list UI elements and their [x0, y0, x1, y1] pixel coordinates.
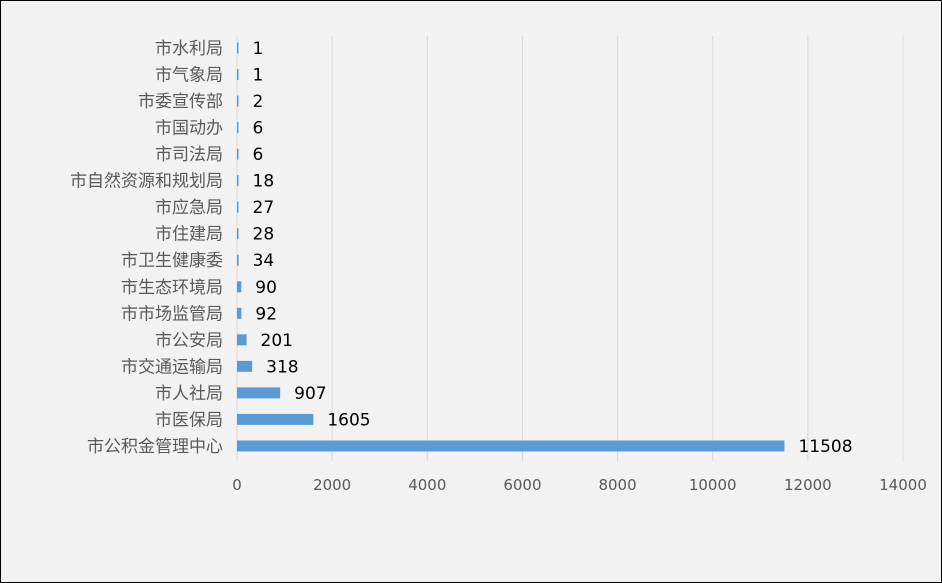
- x-tick-label: 0: [232, 476, 242, 494]
- category-label: 市水利局: [155, 39, 223, 59]
- data-label: 201: [261, 331, 293, 351]
- bar: [237, 334, 247, 346]
- category-label: 市公积金管理中心: [87, 437, 223, 457]
- grid-layer: [236, 36, 904, 461]
- category-label: 市住建局: [155, 225, 223, 245]
- data-label: 34: [253, 251, 275, 271]
- x-tick-label: 6000: [503, 476, 541, 494]
- data-label: 907: [294, 384, 326, 404]
- data-label: 1605: [327, 410, 370, 430]
- category-label: 市生态环境局: [121, 278, 223, 298]
- bar: [237, 201, 239, 213]
- bar: [237, 69, 239, 81]
- bar: [237, 254, 239, 266]
- category-label: 市医保局: [155, 410, 223, 430]
- category-label: 市市场监管局: [121, 304, 223, 324]
- bar: [237, 42, 239, 54]
- label-layer: 0 2000 4000 6000 8000 10000 12000 14000 市水利局 1 市气象…: [70, 39, 927, 494]
- data-label: 1: [253, 39, 264, 59]
- data-label: 11508: [798, 437, 852, 457]
- category-label: 市自然资源和规划局: [70, 172, 223, 192]
- data-label: 6: [253, 119, 264, 139]
- bar: [237, 307, 242, 319]
- x-tick-label: 10000: [689, 476, 737, 494]
- category-label: 市司法局: [155, 145, 223, 165]
- x-tick-label: 12000: [784, 476, 832, 494]
- bar: [237, 148, 239, 160]
- bar: [237, 95, 239, 107]
- data-label: 1: [253, 66, 264, 86]
- data-label: 18: [253, 172, 275, 192]
- bar: [237, 387, 281, 399]
- category-label: 市国动办: [155, 119, 223, 139]
- data-label: 318: [266, 357, 298, 377]
- category-label: 市交通运输局: [121, 357, 223, 377]
- category-label: 市公安局: [155, 331, 223, 351]
- bar: [237, 440, 785, 452]
- category-label: 市应急局: [155, 198, 223, 218]
- bar: [237, 413, 314, 425]
- data-label: 28: [253, 225, 275, 245]
- bar: [237, 281, 242, 293]
- data-label: 90: [255, 278, 277, 298]
- data-label: 27: [253, 198, 275, 218]
- x-tick-label: 2000: [313, 476, 351, 494]
- category-label: 市人社局: [155, 384, 223, 404]
- x-tick-label: 8000: [598, 476, 636, 494]
- category-label: 市气象局: [155, 66, 223, 86]
- bar: [237, 228, 239, 240]
- bar: [237, 360, 253, 372]
- bar-layer: [237, 42, 785, 452]
- bar: [237, 122, 239, 134]
- category-label: 市卫生健康委: [121, 251, 223, 271]
- x-tick-label: 14000: [879, 476, 927, 494]
- bar: [237, 175, 239, 187]
- data-label: 6: [253, 145, 264, 165]
- data-label: 92: [255, 304, 277, 324]
- category-label: 市委宣传部: [138, 92, 223, 112]
- x-tick-label: 4000: [408, 476, 446, 494]
- data-label: 2: [253, 92, 264, 112]
